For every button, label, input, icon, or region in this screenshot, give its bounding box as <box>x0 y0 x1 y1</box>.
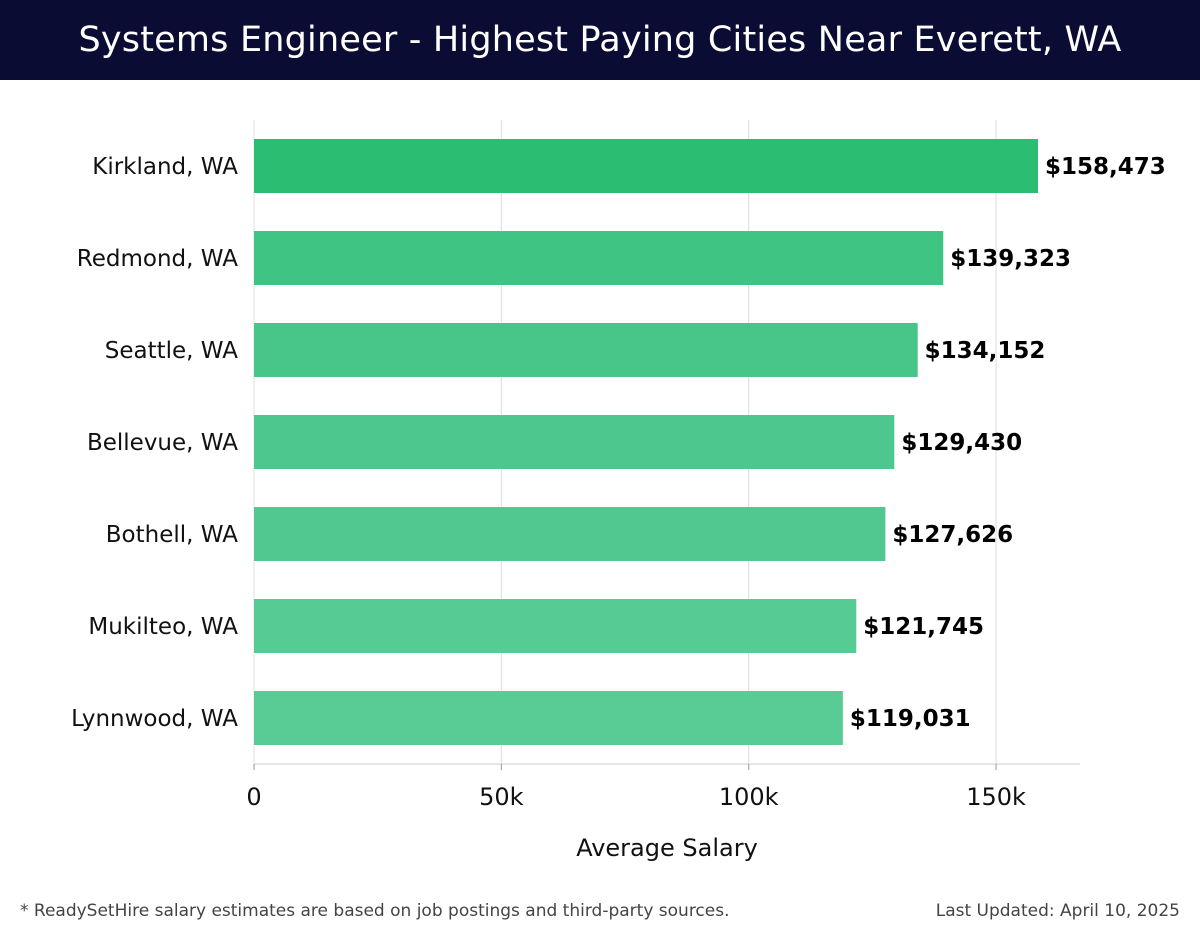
category-label: Bothell, WA <box>106 522 238 548</box>
category-label: Seattle, WA <box>105 338 239 364</box>
bar <box>254 139 1038 193</box>
value-label: $134,152 <box>925 338 1046 364</box>
x-tick-label: 50k <box>479 783 524 811</box>
value-label: $119,031 <box>850 706 971 732</box>
value-label: $158,473 <box>1045 154 1166 180</box>
category-label: Redmond, WA <box>77 246 238 272</box>
bar <box>254 415 895 469</box>
bar <box>254 599 857 653</box>
chart-header: Systems Engineer - Highest Paying Cities… <box>0 0 1200 80</box>
x-axis-title: Average Salary <box>576 834 758 862</box>
bar <box>254 691 843 745</box>
last-updated: Last Updated: April 10, 2025 <box>935 901 1180 921</box>
bar <box>254 231 944 285</box>
chart-title: Systems Engineer - Highest Paying Cities… <box>78 20 1122 60</box>
value-label: $127,626 <box>892 522 1013 548</box>
x-tick-label: 0 <box>246 783 261 811</box>
category-label: Mukilteo, WA <box>88 614 238 640</box>
category-label: Lynnwood, WA <box>71 706 238 732</box>
value-label: $129,430 <box>901 430 1022 456</box>
value-label: $121,745 <box>863 614 984 640</box>
category-label: Bellevue, WA <box>87 430 238 456</box>
footer-note: * ReadySetHire salary estimates are base… <box>20 901 730 921</box>
category-label: Kirkland, WA <box>92 154 238 180</box>
x-tick-label: 100k <box>719 783 779 811</box>
bar <box>254 507 886 561</box>
x-tick-label: 150k <box>966 783 1026 811</box>
bar <box>254 323 918 377</box>
value-label: $139,323 <box>950 246 1071 272</box>
